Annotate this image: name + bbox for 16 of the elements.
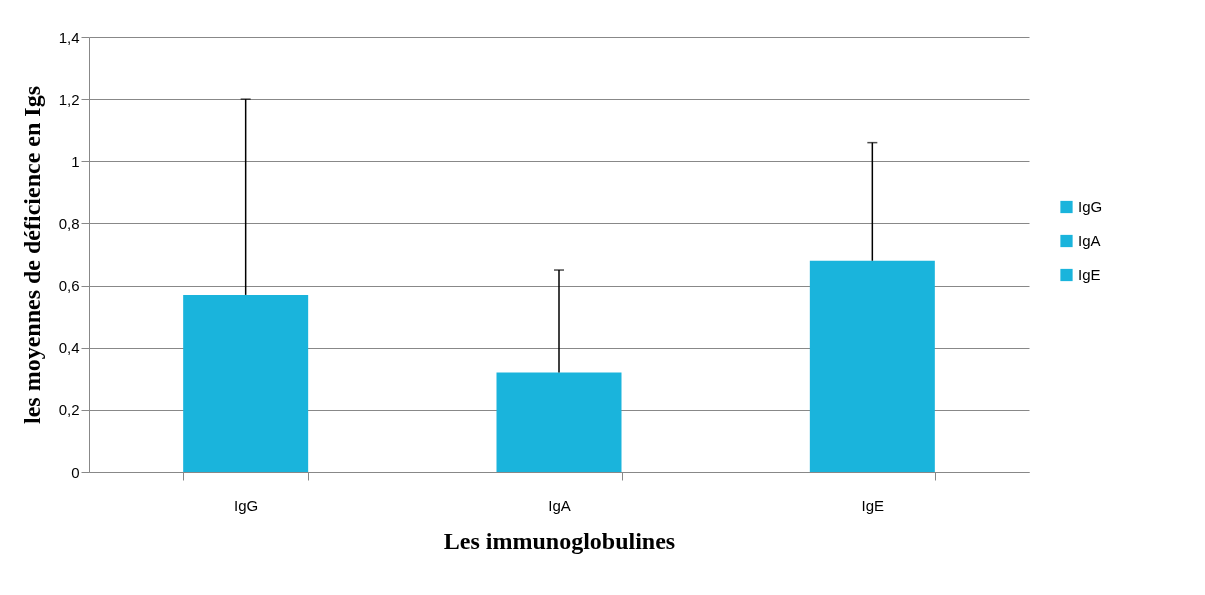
y-axis-title: les moyennes de déficience en Igs <box>18 86 45 424</box>
legend-label: IgA <box>1078 232 1101 249</box>
y-tick-label: 1,4 <box>58 28 80 46</box>
x-tick-label: IgG <box>234 496 259 514</box>
y-tick-label: 0,6 <box>58 277 80 295</box>
y-tick-label: 1 <box>71 152 80 170</box>
legend-label: IgG <box>1078 198 1103 215</box>
y-tick-label: 0,2 <box>58 401 80 419</box>
x-axis-title: Les immunoglobulines <box>443 527 676 554</box>
y-tick-label: 0,4 <box>58 339 80 357</box>
legend-label: IgE <box>1078 266 1101 283</box>
x-tick-label: IgE <box>861 496 885 514</box>
y-tick-label: 1,2 <box>58 90 80 108</box>
x-tick-label: IgA <box>548 496 571 514</box>
y-tick-label: 0 <box>71 463 80 481</box>
y-tick-label: 0,8 <box>58 214 80 232</box>
